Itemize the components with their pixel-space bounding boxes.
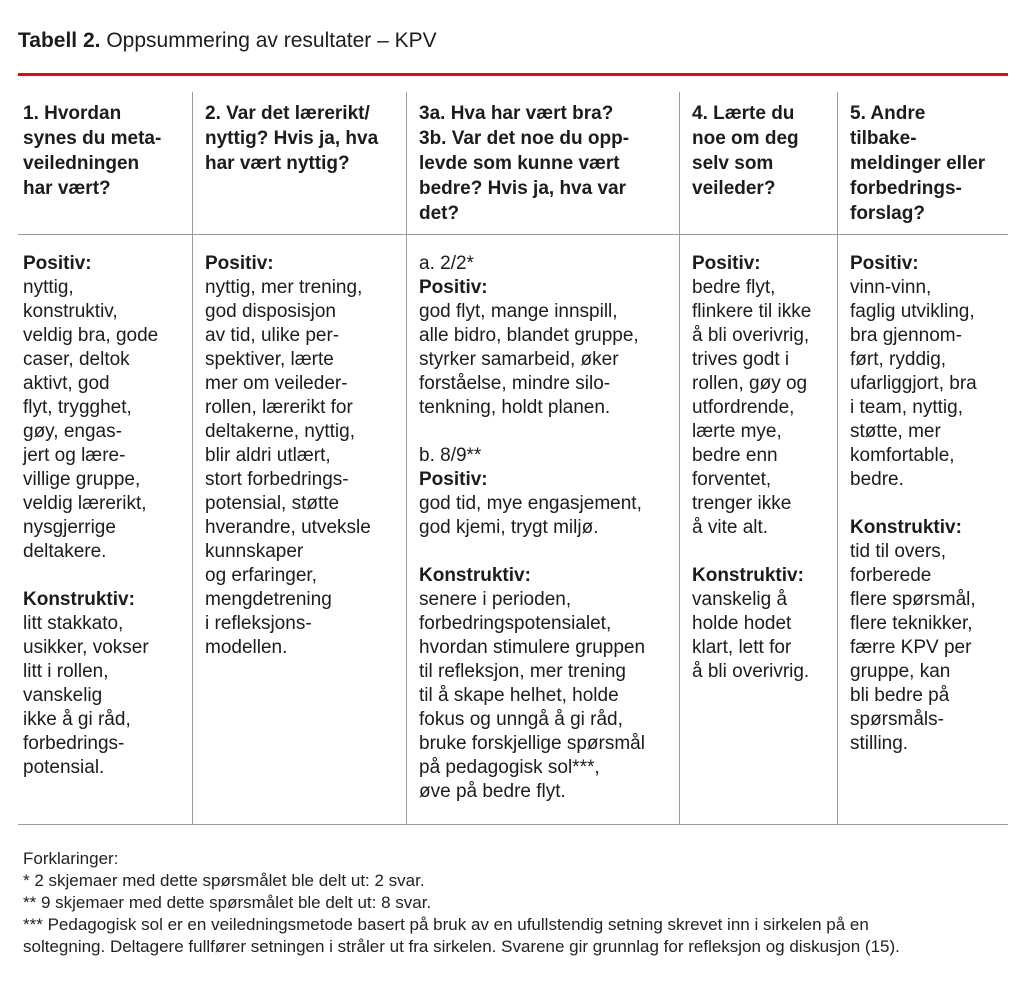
column-header-3: 3a. Hva har vært bra? 3b. Var det noe du… bbox=[406, 92, 679, 235]
cell-text: god flyt, mange innspill, alle bidro, bl… bbox=[419, 301, 639, 418]
cell-text: vanskelig å holde hodet klart, lett for … bbox=[692, 589, 810, 682]
column-header-5: 5. Andre tilbake- meldinger eller forbed… bbox=[837, 92, 1008, 235]
cell-label: Konstruktiv: bbox=[692, 565, 804, 586]
column-header-1: 1. Hvordan synes du meta- veiledningen h… bbox=[18, 92, 192, 235]
table-title: Tabell 2. Oppsummering av resultater – K… bbox=[18, 28, 1008, 54]
column-cell-4: Positiv: bedre flyt, flinkere til ikke å … bbox=[679, 235, 837, 824]
table-title-label: Tabell 2. bbox=[18, 29, 101, 52]
footnote-line: soltegning. Deltagere fullfører setninge… bbox=[23, 937, 900, 956]
cell-text: nyttig, konstruktiv, veldig bra, gode ca… bbox=[23, 277, 159, 562]
cell-label: Positiv: bbox=[419, 277, 488, 298]
column-header-4: 4. Lærte du noe om deg selv som veileder… bbox=[679, 92, 837, 235]
cell-text: a. 2/2* bbox=[419, 253, 474, 274]
cell-gap bbox=[419, 420, 671, 444]
cell-label: Konstruktiv: bbox=[850, 517, 962, 538]
cell-label: Positiv: bbox=[205, 253, 274, 274]
footnote-line: ** 9 skjemaer med dette spørsmålet ble d… bbox=[23, 893, 432, 912]
cell-text: b. 8/9** bbox=[419, 445, 482, 466]
cell-text: vinn-vinn, faglig utvikling, bra gjennom… bbox=[850, 277, 977, 490]
cell-label: Positiv: bbox=[850, 253, 919, 274]
column-cell-1: Positiv: nyttig, konstruktiv, veldig bra,… bbox=[18, 235, 192, 824]
cell-label: Positiv: bbox=[419, 469, 488, 490]
cell-gap bbox=[850, 492, 1000, 516]
column-cell-2: Positiv: nyttig, mer trening, god disposi… bbox=[192, 235, 406, 824]
cell-label: Positiv: bbox=[23, 253, 92, 274]
page: Tabell 2. Oppsummering av resultater – K… bbox=[18, 28, 1008, 958]
column-cell-3: a. 2/2* Positiv: god flyt, mange innspill,… bbox=[406, 235, 679, 824]
cell-gap bbox=[692, 540, 829, 564]
column-header-2: 2. Var det lærerikt/ nyttig? Hvis ja, hv… bbox=[192, 92, 406, 235]
cell-gap bbox=[23, 564, 184, 588]
cell-gap bbox=[419, 540, 671, 564]
cell-text: senere i perioden, forbedringspotensiale… bbox=[419, 589, 646, 802]
cell-label: Positiv: bbox=[692, 253, 761, 274]
footnote-line: Forklaringer: bbox=[23, 849, 119, 868]
cell-text: bedre flyt, flinkere til ikke å bli over… bbox=[692, 277, 812, 538]
footnotes: Forklaringer: * 2 skjemaer med dette spø… bbox=[18, 848, 1008, 958]
footnote-line: * 2 skjemaer med dette spørsmålet ble de… bbox=[23, 871, 425, 890]
results-table: 1. Hvordan synes du meta- veiledningen h… bbox=[18, 92, 1008, 825]
column-cell-5: Positiv: vinn-vinn, faglig utvikling, bra… bbox=[837, 235, 1008, 824]
cell-text: tid til overs, forberede flere spørsmål,… bbox=[850, 541, 976, 754]
cell-text: nyttig, mer trening, god disposisjon av … bbox=[205, 277, 371, 658]
cell-text: god tid, mye engasjement, god kjemi, try… bbox=[419, 493, 642, 538]
footnote-line: *** Pedagogisk sol er en veiledningsmeto… bbox=[23, 915, 869, 934]
cell-label: Konstruktiv: bbox=[23, 589, 135, 610]
cell-text: litt stakkato, usikker, vokser litt i ro… bbox=[23, 613, 149, 778]
cell-label: Konstruktiv: bbox=[419, 565, 531, 586]
accent-rule bbox=[18, 73, 1008, 76]
table-title-text: Oppsummering av resultater – KPV bbox=[106, 29, 437, 52]
